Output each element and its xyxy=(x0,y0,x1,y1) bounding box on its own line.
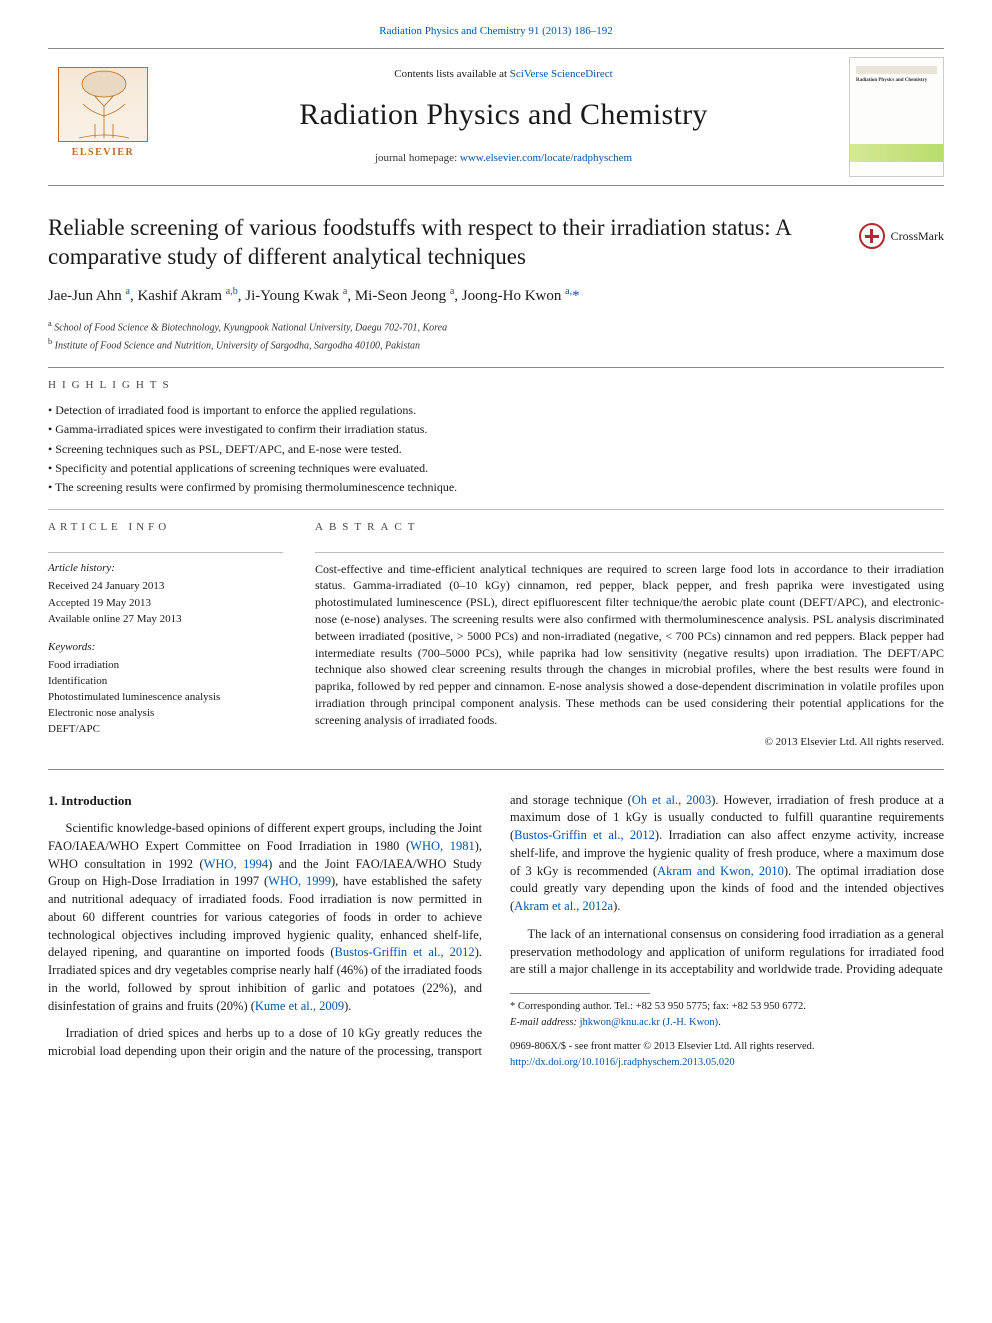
elsevier-wordmark: ELSEVIER xyxy=(58,146,148,161)
info-abstract-row: article info Article history: Received 2… xyxy=(48,520,944,751)
masthead-center: Contents lists available at SciVerse Sci… xyxy=(158,67,849,166)
thumb-title: Radiation Physics and Chemistry xyxy=(856,78,927,84)
keyword: Photostimulated luminescence analysis xyxy=(48,690,283,706)
elsevier-tree-icon xyxy=(58,67,148,142)
article-title: Reliable screening of various foodstuffs… xyxy=(48,214,944,272)
crossmark-label: CrossMark xyxy=(891,228,944,245)
issn-line: 0969-806X/$ - see front matter © 2013 El… xyxy=(510,1040,944,1055)
highlights-section: HIGHLIGHTS Detection of irradiated food … xyxy=(48,378,944,497)
corresponding-author: * Corresponding author. Tel.: +82 53 950… xyxy=(510,1000,944,1015)
highlights-list: Detection of irradiated food is importan… xyxy=(48,402,944,497)
keywords-label: Keywords: xyxy=(48,640,283,656)
sciencedirect-link[interactable]: SciVerse ScienceDirect xyxy=(510,68,613,80)
highlight-item: The screening results were confirmed by … xyxy=(48,479,944,496)
section-heading: 1. Introduction xyxy=(48,792,482,810)
history-line: Accepted 19 May 2013 xyxy=(48,596,283,612)
publisher-logo-block: ELSEVIER xyxy=(48,67,158,167)
footnotes: * Corresponding author. Tel.: +82 53 950… xyxy=(510,1000,944,1071)
running-head-journal[interactable]: Radiation Physics and Chemistry xyxy=(379,25,525,37)
crossmark-icon xyxy=(859,223,885,249)
abstract-text: Cost-effective and time-efficient analyt… xyxy=(315,561,944,729)
highlight-item: Screening techniques such as PSL, DEFT/A… xyxy=(48,441,944,458)
journal-homepage-link[interactable]: www.elsevier.com/locate/radphyschem xyxy=(460,152,632,164)
author-email-name[interactable]: (J.-H. Kwon) xyxy=(662,1017,718,1028)
elsevier-logo[interactable]: ELSEVIER xyxy=(58,67,148,167)
homepage-prefix: journal homepage: xyxy=(375,152,460,164)
journal-name: Radiation Physics and Chemistry xyxy=(158,93,849,137)
history-line: Received 24 January 2013 xyxy=(48,579,283,595)
author-email-link[interactable]: jhkwon@knu.ac.kr xyxy=(580,1017,660,1028)
homepage-line: journal homepage: www.elsevier.com/locat… xyxy=(158,151,849,167)
body-paragraph: The lack of an international consensus o… xyxy=(510,926,944,979)
affiliation: b Institute of Food Science and Nutritio… xyxy=(48,336,944,353)
abstract: abstract Cost-effective and time-efficie… xyxy=(315,520,944,751)
highlight-item: Gamma-irradiated spices were investigate… xyxy=(48,421,944,438)
highlight-item: Specificity and potential applications o… xyxy=(48,460,944,477)
journal-cover-thumb[interactable]: Radiation Physics and Chemistry xyxy=(849,57,944,177)
footnote-separator xyxy=(510,993,650,994)
highlights-heading: HIGHLIGHTS xyxy=(48,378,944,394)
author-list: Jae-Jun Ahn a, Kashif Akram a,b, Ji-Youn… xyxy=(48,285,944,308)
running-head: Radiation Physics and Chemistry 91 (2013… xyxy=(48,24,944,40)
abstract-copyright: © 2013 Elsevier Ltd. All rights reserved… xyxy=(315,735,944,751)
contents-line: Contents lists available at SciVerse Sci… xyxy=(158,67,849,83)
masthead: ELSEVIER Contents lists available at Sci… xyxy=(48,48,944,186)
crossmark-badge[interactable]: CrossMark xyxy=(859,223,944,249)
keyword: DEFT/APC xyxy=(48,722,283,738)
affiliations: a School of Food Science & Biotechnology… xyxy=(48,318,944,353)
doi-link: http://dx.doi.org/10.1016/j.radphyschem.… xyxy=(510,1056,944,1071)
keyword: Electronic nose analysis xyxy=(48,706,283,722)
email-label: E-mail address: xyxy=(510,1017,577,1028)
keyword: Identification xyxy=(48,674,283,690)
contents-prefix: Contents lists available at xyxy=(394,68,509,80)
email-line: E-mail address: jhkwon@knu.ac.kr (J.-H. … xyxy=(510,1016,944,1031)
body-paragraph: Scientific knowledge-based opinions of d… xyxy=(48,820,482,1015)
article-info: article info Article history: Received 2… xyxy=(48,520,283,751)
keyword: Food irradiation xyxy=(48,658,283,674)
highlight-item: Detection of irradiated food is importan… xyxy=(48,402,944,419)
body-columns: 1. Introduction Scientific knowledge-bas… xyxy=(48,792,944,1071)
article-info-heading: article info xyxy=(48,520,283,536)
abstract-heading: abstract xyxy=(315,520,944,536)
running-head-issue: 91 (2013) 186–192 xyxy=(528,25,612,37)
affiliation: a School of Food Science & Biotechnology… xyxy=(48,318,944,335)
history-line: Available online 27 May 2013 xyxy=(48,612,283,628)
history-label: Article history: xyxy=(48,561,283,577)
